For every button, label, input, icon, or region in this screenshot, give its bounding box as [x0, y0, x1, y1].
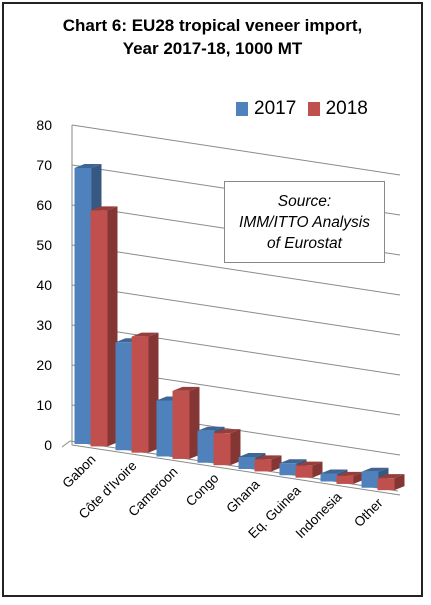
- bar-cameroon-2018-side: [189, 386, 200, 459]
- bar-other-2018-top: [377, 474, 405, 479]
- chart-title-line-1: Chart 6: EU28 tropical veneer import,: [62, 16, 363, 35]
- gridline-0: [71, 444, 401, 496]
- bar-gabon-2018-top: [90, 206, 118, 211]
- bar-congo-2018-top: [213, 429, 241, 434]
- x-tick-label-other: Other: [351, 495, 386, 530]
- legend: 2017 2018: [236, 98, 374, 122]
- bar-ghana-2017: [238, 456, 256, 469]
- bar-cameroon-2018-top: [172, 386, 200, 391]
- source-line-3: of Eurostat: [267, 235, 342, 252]
- y-tick-label-60: 60: [36, 197, 52, 213]
- bar-ghana-2017-top: [238, 452, 266, 457]
- legend-label-2018: 2018: [325, 98, 368, 119]
- bar-cameroon-2018: [172, 390, 190, 459]
- bar-congo-2017-top: [197, 426, 225, 431]
- chart-title: Chart 6: EU28 tropical veneer import, Ye…: [4, 14, 421, 60]
- bar-c-te-d-ivoire-2018-side: [148, 332, 159, 453]
- legend-label-2017: 2017: [254, 98, 297, 119]
- bar-ghana-2018-side: [271, 455, 282, 472]
- legend-item-2018: 2018: [307, 98, 368, 120]
- bar-c-te-d-ivoire-2018: [131, 336, 149, 453]
- legend-swatch-2018: [307, 102, 320, 116]
- chart-title-line-2: Year 2017-18, 1000 MT: [122, 39, 303, 58]
- y-tick-label-30: 30: [36, 317, 52, 333]
- bar-other-2017: [361, 471, 379, 488]
- bar-gabon-2017: [74, 167, 92, 444]
- gridline-80: [71, 124, 401, 176]
- x-tick-label-ghana: Ghana: [223, 476, 263, 516]
- bar-eq-guinea-2017: [279, 463, 297, 476]
- bar-gabon-2017-top: [74, 163, 102, 168]
- bar-other-2017-top: [361, 467, 389, 472]
- bar-congo-2017: [197, 430, 215, 463]
- bar-other-2018-side: [394, 474, 405, 491]
- bar-c-te-d-ivoire-2017: [115, 342, 133, 451]
- bar-gabon-2018-side: [107, 206, 118, 447]
- source-line-2: IMM/ITTO Analysis: [239, 214, 370, 231]
- bar-congo-2018: [213, 433, 231, 466]
- source-annotation: Source: IMM/ITTO Analysis of Eurostat: [224, 181, 385, 263]
- bar-eq-guinea-2018-side: [312, 461, 323, 478]
- bar-cameroon-2017: [156, 400, 174, 457]
- source-line-1: Source:: [277, 193, 332, 210]
- x-tick-label-gabon: Gabon: [59, 452, 98, 491]
- bar-congo-2018-side: [230, 429, 241, 466]
- legend-item-2017: 2017: [236, 98, 296, 120]
- bar-eq-guinea-2018: [295, 465, 313, 478]
- y-tick-label-20: 20: [36, 357, 52, 373]
- bar-eq-guinea-2018-top: [295, 461, 323, 466]
- bar-ghana-2018: [254, 459, 272, 472]
- bar-c-te-d-ivoire-2018-top: [131, 332, 159, 337]
- bar-indonesia-2018-top: [336, 471, 364, 476]
- legend-swatch-2017: [236, 102, 248, 116]
- x-tick-label-congo: Congo: [183, 470, 222, 509]
- bar-indonesia-2017-top: [320, 469, 348, 474]
- y-tick-label-70: 70: [36, 157, 52, 173]
- y-tick-label-50: 50: [36, 237, 52, 253]
- y-tick-label-80: 80: [36, 117, 52, 133]
- bar-ghana-2018-top: [254, 455, 282, 460]
- bar-indonesia-2017: [320, 473, 338, 482]
- gridline-50: [71, 244, 401, 296]
- gridline-30: [71, 324, 401, 376]
- bar-other-2018: [377, 478, 395, 491]
- gridline-40: [71, 284, 401, 336]
- y-tick-label-0: 0: [44, 437, 52, 453]
- y-tick-label-10: 10: [36, 397, 52, 413]
- bar-gabon-2018: [90, 210, 108, 447]
- y-tick-label-40: 40: [36, 277, 52, 293]
- floor-left-edge: [61, 440, 71, 448]
- bar-eq-guinea-2017-top: [279, 459, 307, 464]
- bar-indonesia-2018: [336, 475, 354, 484]
